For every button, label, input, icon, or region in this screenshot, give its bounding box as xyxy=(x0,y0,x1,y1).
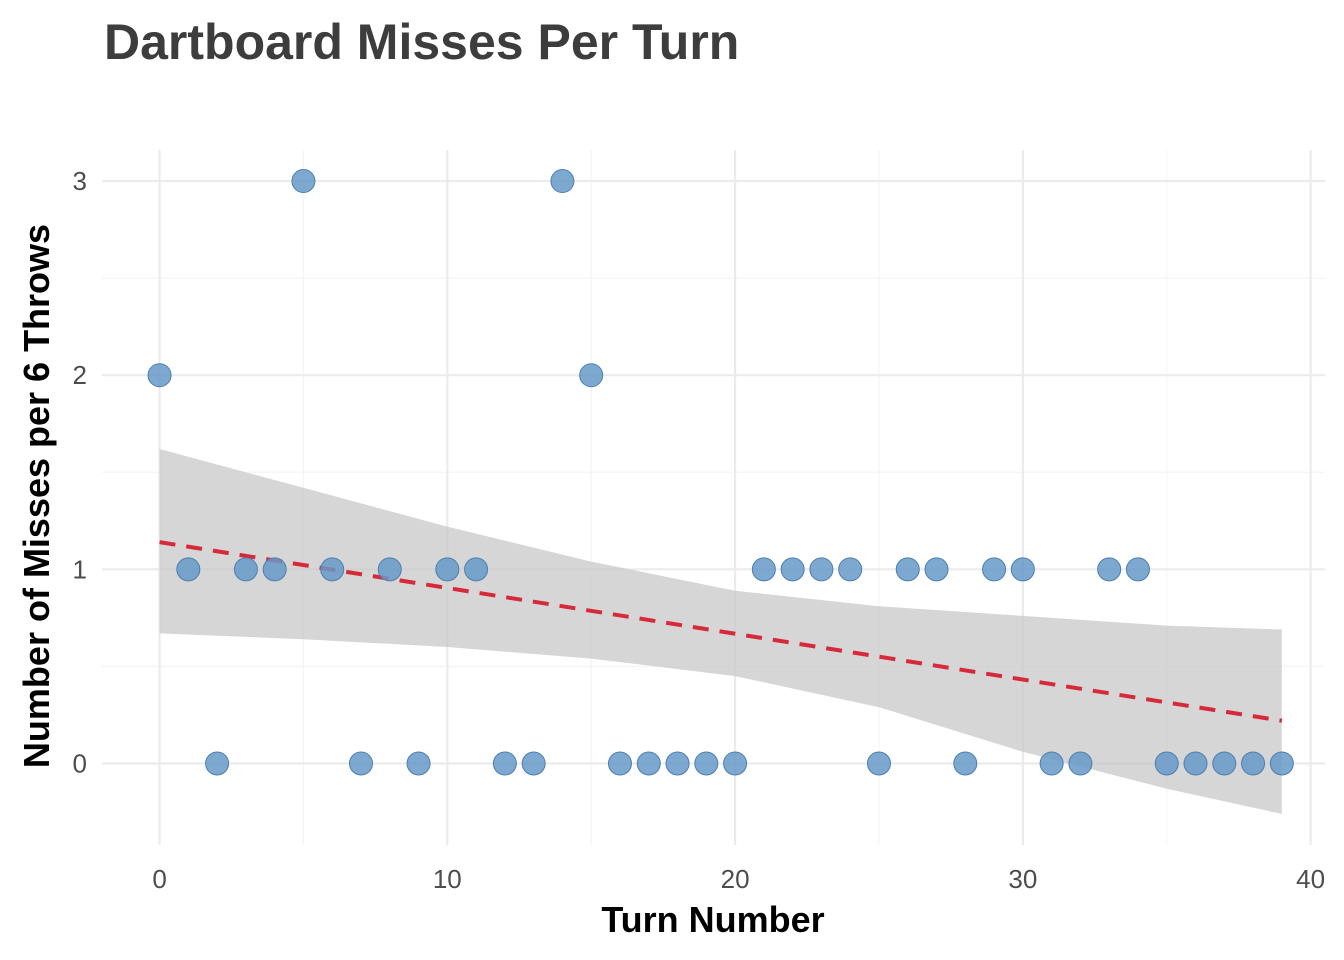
data-point xyxy=(694,751,719,776)
data-point xyxy=(579,363,604,388)
x-tick-label: 0 xyxy=(152,864,166,894)
x-tick-label: 40 xyxy=(1296,864,1325,894)
data-point xyxy=(291,169,316,194)
trend-line-group xyxy=(159,540,1283,723)
data-point xyxy=(982,557,1007,582)
data-point xyxy=(1125,557,1150,582)
data-point xyxy=(1010,557,1035,582)
data-point xyxy=(838,557,863,582)
data-point xyxy=(320,557,345,582)
y-tick-label: 2 xyxy=(73,360,87,390)
data-point xyxy=(176,557,201,582)
data-point xyxy=(924,557,949,582)
data-point xyxy=(147,363,172,388)
data-point xyxy=(953,751,978,776)
data-point xyxy=(780,557,805,582)
x-axis-ticks: 0 10 20 30 40 xyxy=(152,864,1325,894)
data-point xyxy=(262,557,287,582)
data-points xyxy=(147,169,1294,776)
data-point xyxy=(1183,751,1208,776)
y-tick-label: 1 xyxy=(73,554,87,584)
data-point xyxy=(1241,751,1266,776)
x-tick-label: 20 xyxy=(721,864,750,894)
data-point xyxy=(521,751,546,776)
data-point xyxy=(464,557,489,582)
data-point xyxy=(348,751,373,776)
x-axis-title: Turn Number xyxy=(601,899,824,940)
data-point xyxy=(550,169,575,194)
trend-line xyxy=(159,540,1283,723)
data-point xyxy=(435,557,460,582)
data-point xyxy=(492,751,517,776)
data-point xyxy=(1154,751,1179,776)
data-point xyxy=(233,557,258,582)
data-point xyxy=(895,557,920,582)
data-point xyxy=(607,751,632,776)
data-point xyxy=(1097,557,1122,582)
data-point xyxy=(1269,751,1294,776)
data-point xyxy=(205,751,230,776)
chart-title: Dartboard Misses Per Turn xyxy=(104,14,739,70)
data-point xyxy=(636,751,661,776)
data-point xyxy=(723,751,748,776)
data-point xyxy=(809,557,834,582)
data-point xyxy=(751,557,776,582)
y-axis-ticks: 0 1 2 3 xyxy=(73,166,87,778)
y-axis-title: Number of Misses per 6 Throws xyxy=(16,224,57,768)
y-tick-label: 3 xyxy=(73,166,87,196)
data-point xyxy=(665,751,690,776)
data-point xyxy=(406,751,431,776)
data-point xyxy=(1068,751,1093,776)
data-point xyxy=(1212,751,1237,776)
x-tick-label: 10 xyxy=(433,864,462,894)
x-tick-label: 30 xyxy=(1008,864,1037,894)
y-tick-label: 0 xyxy=(73,748,87,778)
data-point xyxy=(1039,751,1064,776)
data-point xyxy=(866,751,891,776)
data-point xyxy=(377,557,402,582)
